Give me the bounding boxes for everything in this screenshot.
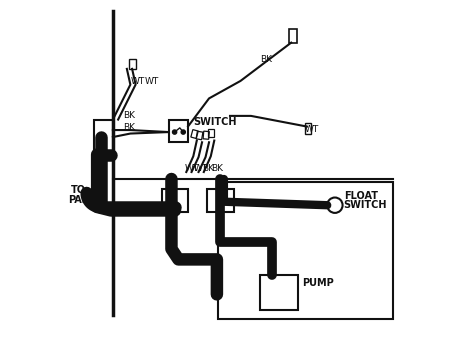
Circle shape: [173, 130, 177, 134]
Text: SWITCH: SWITCH: [344, 200, 387, 211]
Bar: [196, 131, 203, 140]
Text: WT: WT: [305, 125, 319, 133]
Text: SWITCH: SWITCH: [193, 117, 237, 127]
Bar: [260, 275, 298, 310]
Bar: [162, 190, 188, 212]
Text: TO: TO: [71, 185, 86, 195]
Bar: [290, 29, 297, 43]
Text: BK: BK: [260, 55, 272, 64]
Bar: [218, 183, 392, 319]
Text: BK: BK: [202, 164, 214, 173]
Text: WT: WT: [145, 77, 159, 86]
Text: WT: WT: [184, 164, 199, 173]
Text: BK: BK: [211, 164, 223, 173]
Bar: [94, 120, 113, 154]
Bar: [191, 130, 198, 139]
Bar: [207, 190, 234, 212]
Text: PUMP: PUMP: [301, 278, 333, 288]
Text: BK: BK: [123, 123, 136, 132]
Text: FLOAT: FLOAT: [344, 191, 378, 201]
Circle shape: [181, 130, 185, 134]
Bar: [209, 130, 214, 137]
Text: BK: BK: [123, 111, 136, 120]
Text: PANEL: PANEL: [68, 195, 103, 205]
Bar: [169, 120, 188, 142]
Bar: [203, 131, 210, 139]
Text: WT: WT: [130, 77, 145, 86]
Text: WT: WT: [193, 164, 208, 173]
